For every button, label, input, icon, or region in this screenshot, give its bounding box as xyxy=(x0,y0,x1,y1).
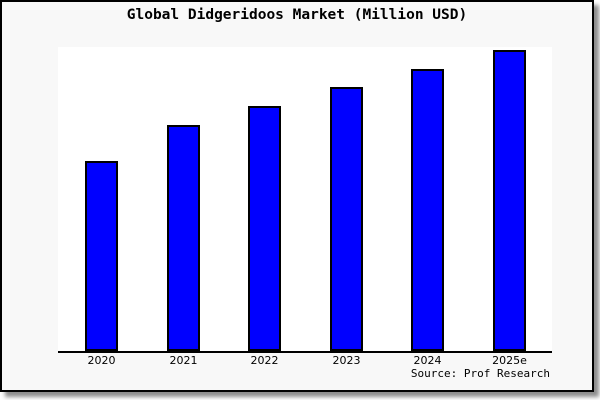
chart-card: Global Didgeridoos Market (Million USD) … xyxy=(0,0,594,392)
bar-2023 xyxy=(330,87,363,351)
x-tick-2021: 2021 xyxy=(169,354,198,367)
x-tick-2022: 2022 xyxy=(250,354,279,367)
x-tick-2025e: 2025e xyxy=(492,354,527,367)
bar-2022 xyxy=(248,106,281,351)
x-tick-2024: 2024 xyxy=(413,354,442,367)
bar-2021 xyxy=(167,125,200,351)
x-tick-2020: 2020 xyxy=(87,354,116,367)
source-label: Source: Prof Research xyxy=(410,367,550,380)
bar-2024 xyxy=(411,69,444,351)
bar-2020 xyxy=(85,161,118,351)
chart-title: Global Didgeridoos Market (Million USD) xyxy=(126,7,468,23)
x-tick-2023: 2023 xyxy=(332,354,361,367)
plot-area xyxy=(58,47,552,353)
bar-2025e xyxy=(493,50,526,351)
